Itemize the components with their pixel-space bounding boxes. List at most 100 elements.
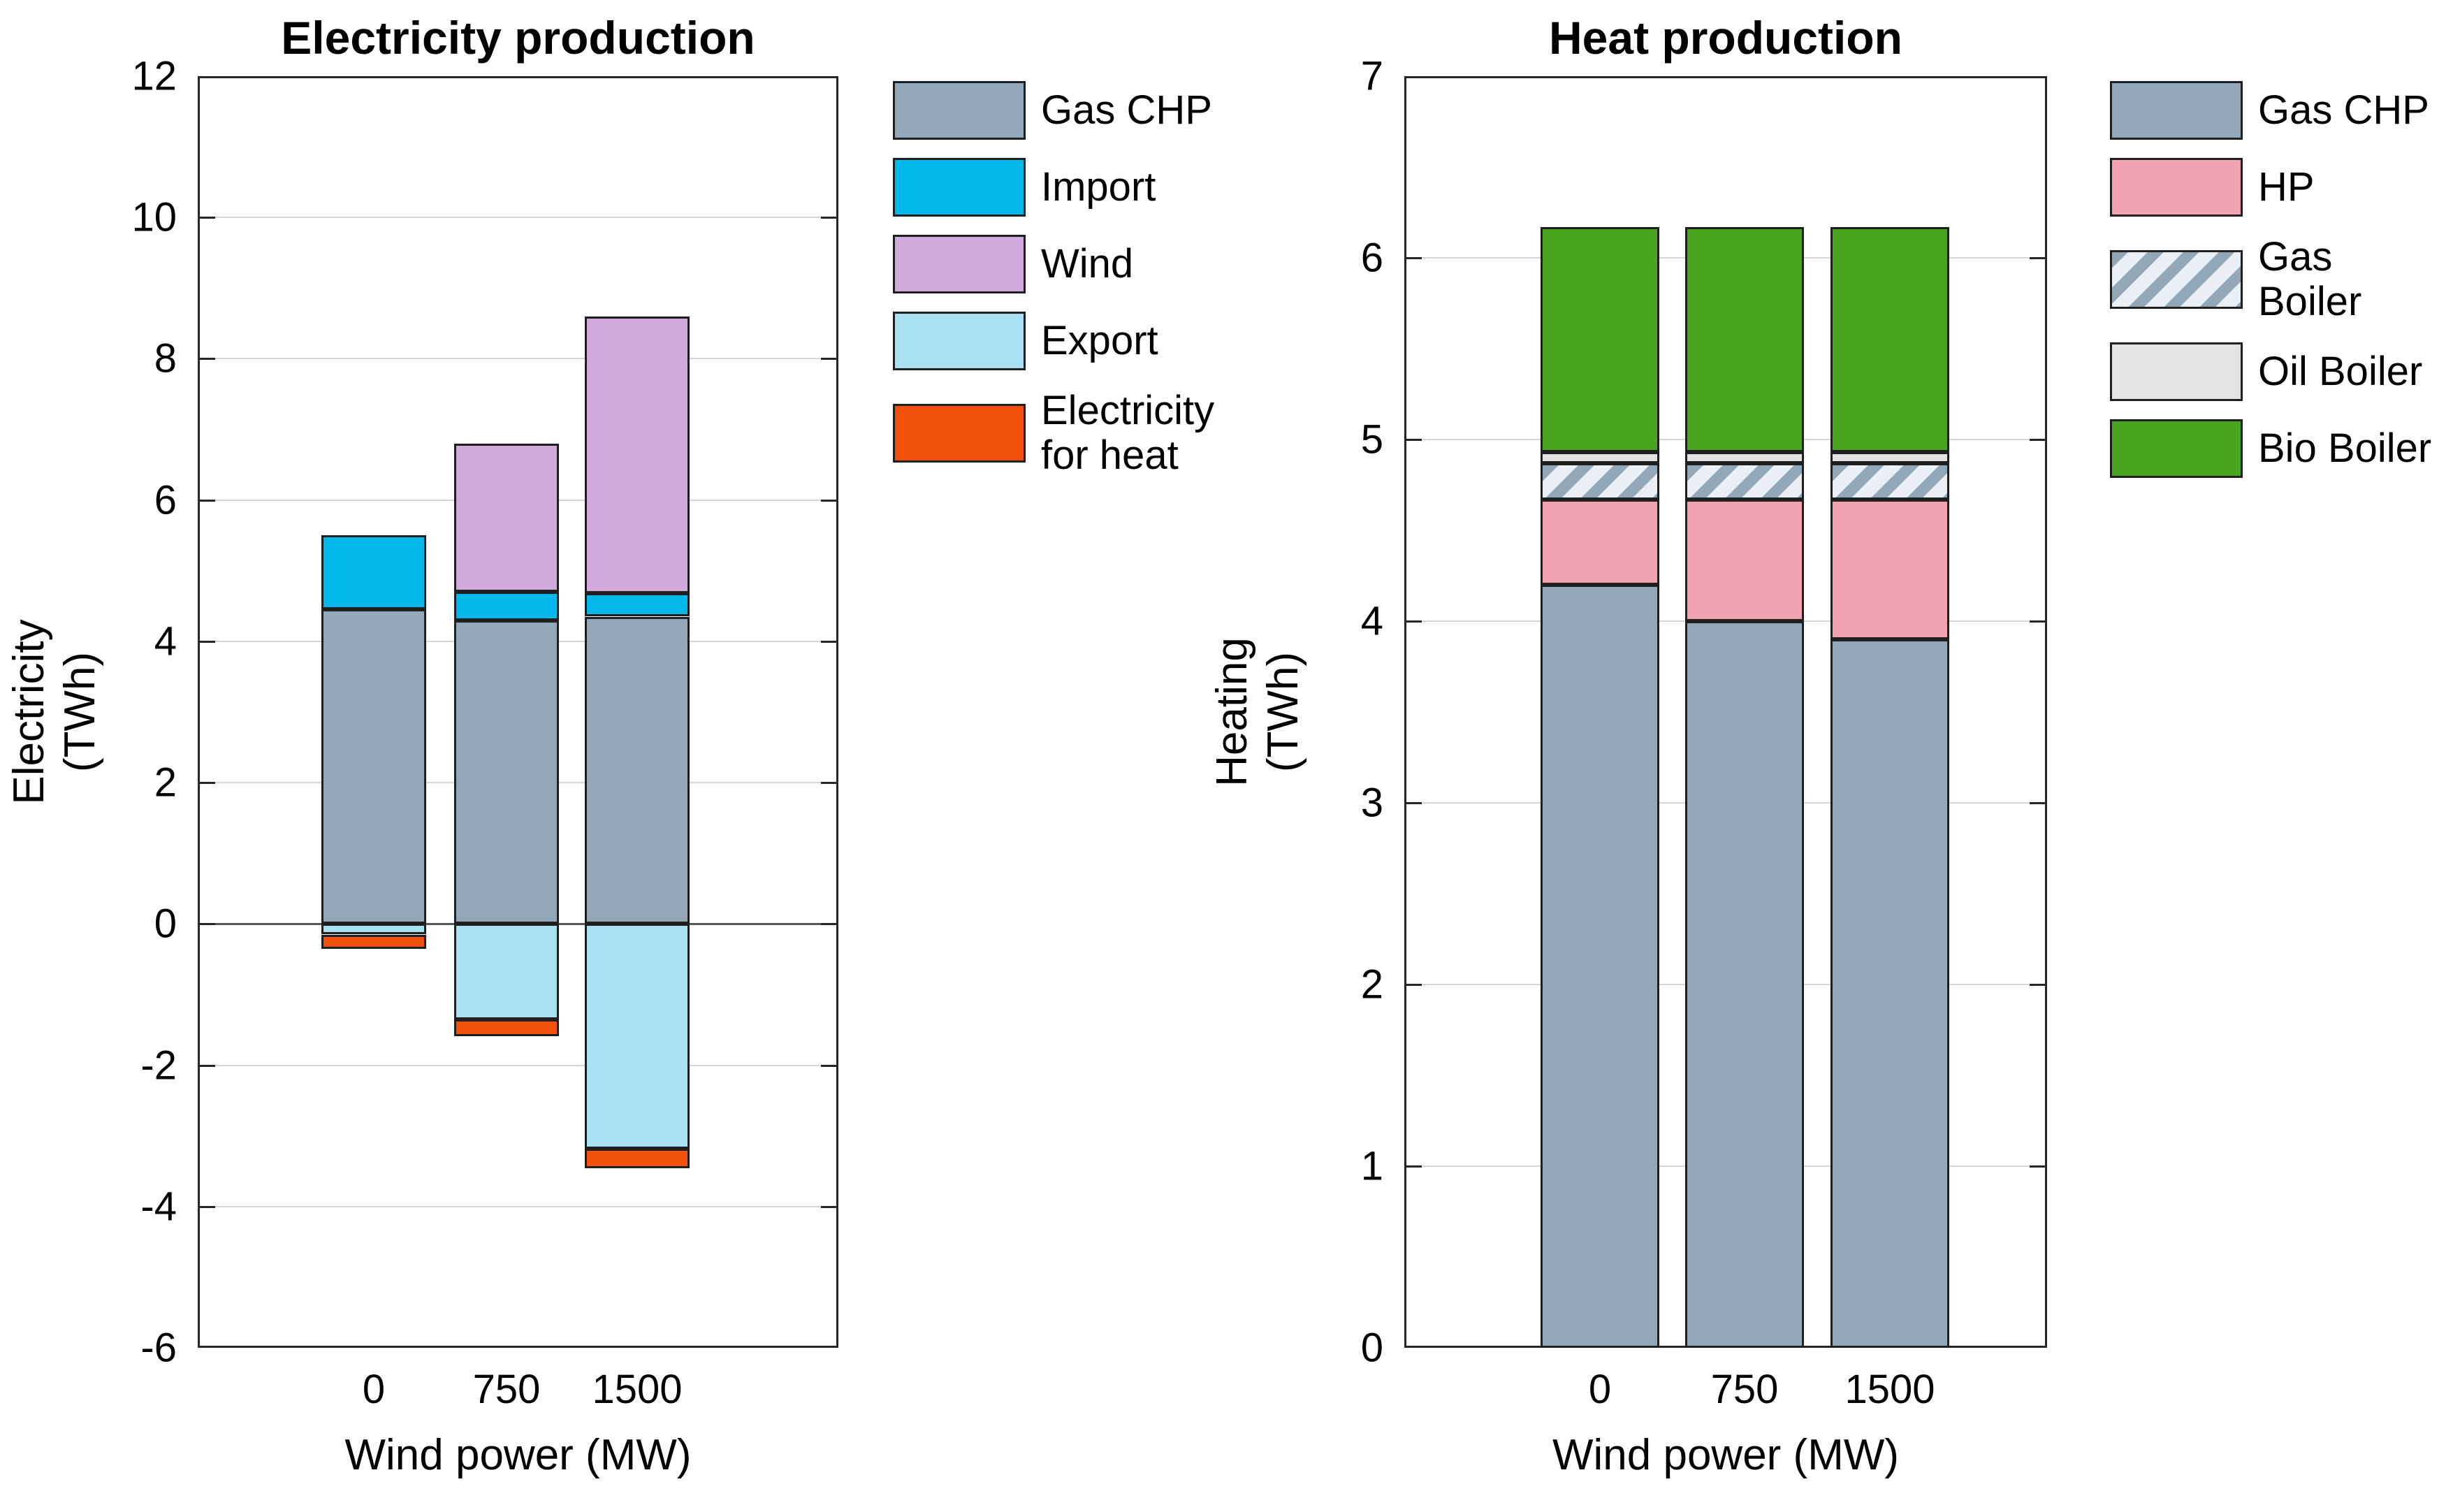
legend-swatch-hp bbox=[2110, 158, 2243, 217]
bar-segment-oil-boiler bbox=[1685, 452, 1804, 463]
y-tick-label: 5 bbox=[1360, 416, 1383, 463]
bar-segment-oil-boiler bbox=[1541, 452, 1659, 463]
y-tick-mark bbox=[200, 217, 215, 219]
legend-item-oil-boiler: Oil Boiler bbox=[2110, 342, 2446, 401]
x-tick-label: 0 bbox=[1588, 1367, 1612, 1412]
y-tick-label: 1 bbox=[1360, 1143, 1383, 1189]
legend-item-hp: HP bbox=[2110, 158, 2446, 217]
x-axis-label: Wind power (MW) bbox=[344, 1431, 692, 1479]
y-tick-label: 12 bbox=[131, 53, 177, 99]
legend-item-gas-boiler: Gas Boiler bbox=[2110, 235, 2446, 324]
gridline bbox=[200, 1205, 836, 1207]
y-tick-mark bbox=[1406, 257, 1422, 259]
bar-segment-export bbox=[585, 924, 690, 1149]
bar-segment-wind bbox=[585, 316, 690, 594]
legend-label-oil-boiler: Oil Boiler bbox=[2258, 348, 2423, 394]
y-tick-label: 8 bbox=[154, 335, 177, 381]
y-tick-mark bbox=[2030, 257, 2045, 259]
legend-label-electricity-for-heat: Electricity for heat bbox=[1041, 388, 1215, 478]
y-tick-mark bbox=[200, 782, 215, 785]
bar-segment-gas-chp bbox=[1685, 621, 1804, 1348]
legend-item-export: Export bbox=[893, 312, 1272, 370]
legend-item-bio-boiler: Bio Boiler bbox=[2110, 419, 2446, 478]
legend-swatch-gas-chp bbox=[893, 81, 1026, 140]
legend-swatch-wind bbox=[893, 235, 1026, 293]
gridline bbox=[200, 217, 836, 219]
bar-segment-gas-chp bbox=[1830, 639, 1949, 1348]
y-tick-label: 10 bbox=[131, 194, 177, 240]
legend-label-hp: HP bbox=[2258, 164, 2315, 210]
y-tick-mark bbox=[2030, 620, 2045, 623]
y-tick-mark bbox=[2030, 439, 2045, 441]
legend-swatch-gas-boiler bbox=[2110, 249, 2243, 309]
legend-label-bio-boiler: Bio Boiler bbox=[2258, 425, 2432, 471]
y-axis-label: Heating (TWh) bbox=[1207, 637, 1309, 787]
y-tick-mark bbox=[200, 640, 215, 643]
x-tick-label: 0 bbox=[362, 1367, 386, 1412]
y-tick-mark bbox=[200, 1064, 215, 1067]
legend-label-export: Export bbox=[1041, 318, 1158, 364]
legend-swatch-electricity-for-heat bbox=[893, 403, 1026, 463]
y-tick-mark bbox=[821, 640, 836, 643]
bar-segment-oil-boiler bbox=[1830, 452, 1949, 463]
y-tick-label: 4 bbox=[154, 618, 177, 664]
y-tick-mark bbox=[200, 358, 215, 361]
y-tick-mark bbox=[1406, 620, 1422, 623]
bar-segment-hp bbox=[1685, 499, 1804, 621]
bar-segment-export bbox=[454, 924, 559, 1019]
legend-swatch-gas-chp bbox=[2110, 81, 2243, 140]
bar-segment-wind bbox=[454, 443, 559, 593]
y-tick-label: -6 bbox=[140, 1325, 177, 1371]
legend-item-gas-chp: Gas CHP bbox=[893, 81, 1272, 140]
y-tick-mark bbox=[1406, 439, 1422, 441]
y-tick-mark bbox=[2030, 984, 2045, 986]
legend-item-gas-chp: Gas CHP bbox=[2110, 81, 2446, 140]
y-tick-label: 0 bbox=[154, 901, 177, 947]
legend-item-wind: Wind bbox=[893, 235, 1272, 293]
y-tick-label: 4 bbox=[1360, 598, 1383, 644]
y-tick-label: 2 bbox=[1360, 961, 1383, 1008]
chart-title: Electricity production bbox=[281, 12, 755, 64]
gridline bbox=[200, 1064, 836, 1066]
plot-area bbox=[198, 76, 838, 1348]
bar-segment-import bbox=[585, 593, 690, 617]
y-tick-label: 6 bbox=[154, 477, 177, 523]
y-axis-label-line: (TWh) bbox=[1259, 651, 1307, 773]
y-tick-mark bbox=[2030, 1165, 2045, 1168]
legend: Gas CHP Import Wind Export Electricity for h… bbox=[893, 81, 1272, 478]
y-tick-mark bbox=[200, 499, 215, 502]
bar-segment-gas-chp bbox=[321, 609, 426, 924]
bar-segment-hp bbox=[1830, 499, 1949, 639]
y-tick-label: -4 bbox=[140, 1184, 177, 1230]
bar-segment-gas-boiler bbox=[1541, 463, 1659, 500]
y-tick-mark bbox=[1406, 984, 1422, 986]
bar-segment-electricity-for-heat bbox=[454, 1019, 559, 1037]
x-tick-label: 750 bbox=[472, 1367, 541, 1412]
legend-item-import: Import bbox=[893, 158, 1272, 217]
y-tick-mark bbox=[2030, 802, 2045, 804]
x-tick-label: 1500 bbox=[592, 1367, 683, 1412]
bar-segment-import bbox=[321, 535, 426, 610]
bar-segment-gas-boiler bbox=[1685, 463, 1804, 500]
legend-label-wind: Wind bbox=[1041, 241, 1134, 287]
y-tick-mark bbox=[200, 1205, 215, 1208]
x-axis-label: Wind power (MW) bbox=[1552, 1431, 1900, 1479]
legend-swatch-import bbox=[893, 158, 1026, 217]
y-tick-mark bbox=[821, 782, 836, 785]
bar-segment-bio-boiler bbox=[1685, 226, 1804, 453]
bar-segment-gas-boiler bbox=[1830, 463, 1949, 500]
x-tick-label: 750 bbox=[1710, 1367, 1779, 1412]
legend-swatch-bio-boiler bbox=[2110, 419, 2243, 478]
legend-swatch-oil-boiler bbox=[2110, 342, 2243, 401]
legend: Gas CHP HP Gas Boiler Oil Boiler Bio Boiler bbox=[2110, 81, 2446, 478]
legend-swatch-export bbox=[893, 312, 1026, 370]
y-tick-mark bbox=[821, 358, 836, 361]
bar-segment-gas-chp bbox=[1541, 585, 1659, 1348]
y-tick-mark bbox=[200, 923, 215, 926]
legend-label-gas-chp: Gas CHP bbox=[1041, 87, 1212, 133]
bar-segment-gas-chp bbox=[585, 616, 690, 924]
y-tick-label: 3 bbox=[1360, 780, 1383, 826]
y-tick-mark bbox=[1406, 802, 1422, 804]
y-tick-mark bbox=[821, 1205, 836, 1208]
